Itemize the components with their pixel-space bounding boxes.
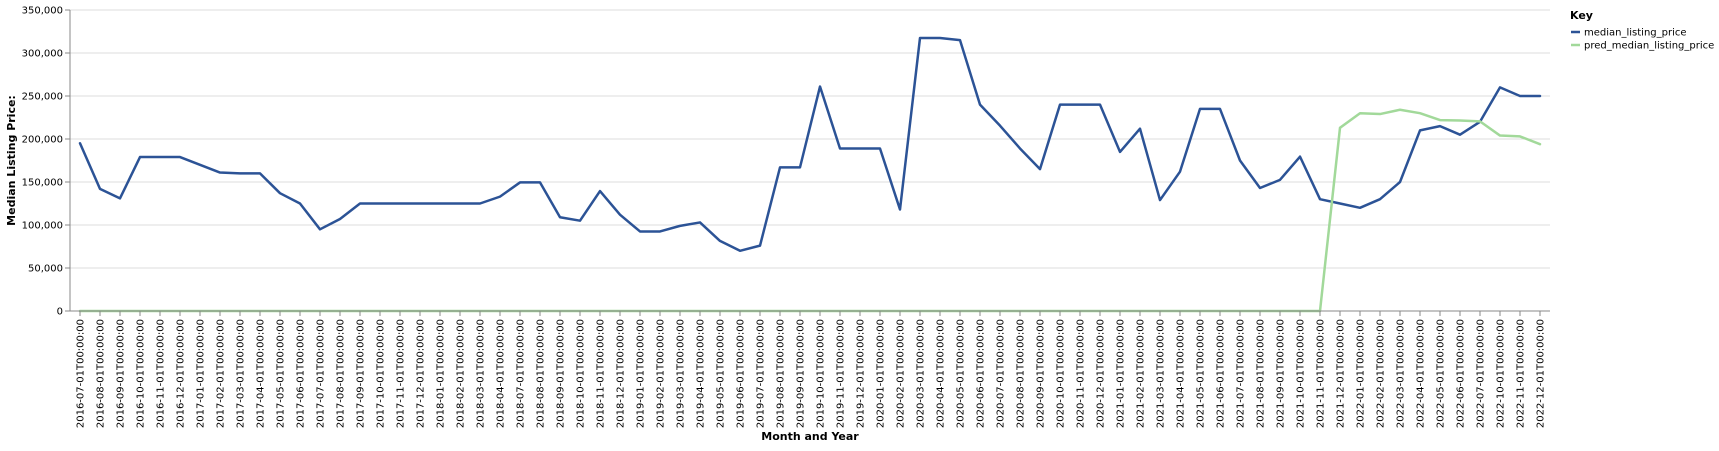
legend-items: median_listing_price pred_median_listing_…: [1571, 28, 1714, 52]
x-tick-label: 2016-07-01T00:00:00: [76, 319, 87, 428]
x-tick-label: 2018-03-01T00:00:00: [476, 319, 487, 428]
axes: [69, 10, 1550, 312]
x-tick-label: 2016-08-01T00:00:00: [96, 319, 107, 428]
y-tick-label: 150,000: [22, 178, 63, 189]
x-tick-label: 2017-06-01T00:00:00: [296, 319, 307, 428]
y-axis-ticks: 0 50,000 100,000 150,000 200,000 250,000 300,0…: [22, 6, 70, 318]
series-line-pred_median_listing_price: [78, 108, 1542, 313]
x-tick-label: 2022-12-01T00:00:00: [1536, 319, 1547, 428]
series-line-median_listing_price: [78, 36, 1542, 253]
y-tick-label: 300,000: [22, 49, 63, 60]
x-tick-label: 2020-03-01T00:00:00: [916, 319, 927, 428]
x-tick-label: 2019-02-01T00:00:00: [656, 319, 667, 428]
x-tick-label: 2020-10-01T00:00:00: [1056, 319, 1067, 428]
x-tick-label: 2018-01-01T00:00:00: [436, 319, 447, 428]
x-tick-label: 2019-05-01T00:00:00: [716, 319, 727, 428]
x-tick-label: 2020-06-01T00:00:00: [976, 319, 987, 428]
x-tick-label: 2021-07-01T00:00:00: [1236, 319, 1247, 428]
x-tick-label: 2022-06-01T00:00:00: [1456, 319, 1467, 428]
x-tick-label: 2017-07-01T00:00:00: [316, 319, 327, 428]
x-tick-label: 2017-11-01T00:00:00: [396, 319, 407, 428]
x-tick-label: 2019-12-01T00:00:00: [856, 319, 867, 428]
y-tick-label: 200,000: [22, 135, 63, 146]
x-tick-label: 2020-05-01T00:00:00: [956, 319, 967, 428]
x-tick-label: 2021-01-01T00:00:00: [1116, 319, 1127, 428]
x-tick-label: 2019-10-01T00:00:00: [816, 319, 827, 428]
x-tick-label: 2021-08-01T00:00:00: [1256, 319, 1267, 428]
x-tick-label: 2022-05-01T00:00:00: [1436, 319, 1447, 428]
legend: Key median_listing_price pred_median_list…: [1570, 9, 1714, 52]
x-tick-label: 2016-09-01T00:00:00: [116, 319, 127, 428]
x-tick-label: 2022-01-01T00:00:00: [1356, 319, 1367, 428]
x-tick-label: 2020-01-01T00:00:00: [876, 319, 887, 428]
x-tick-label: 2017-04-01T00:00:00: [256, 319, 267, 428]
x-tick-label: 2020-07-01T00:00:00: [996, 319, 1007, 428]
x-tick-label: 2021-10-01T00:00:00: [1296, 319, 1307, 428]
x-tick-label: 2017-02-01T00:00:00: [216, 319, 227, 428]
x-tick-label: 2022-04-01T00:00:00: [1416, 319, 1427, 428]
x-tick-label: 2021-02-01T00:00:00: [1136, 319, 1147, 428]
y-tick-label: 50,000: [28, 264, 63, 275]
x-tick-label: 2017-09-01T00:00:00: [356, 319, 367, 428]
x-tick-label: 2021-09-01T00:00:00: [1276, 319, 1287, 428]
x-tick-label: 2019-01-01T00:00:00: [636, 319, 647, 428]
gridlines: [70, 9, 1550, 312]
y-tick-label: 100,000: [22, 221, 63, 232]
x-tick-label: 2021-11-01T00:00:00: [1316, 319, 1327, 428]
x-tick-label: 2017-10-01T00:00:00: [376, 319, 387, 428]
x-tick-label: 2019-04-01T00:00:00: [696, 319, 707, 428]
x-tick-label: 2019-09-01T00:00:00: [796, 319, 807, 428]
x-tick-label: 2018-11-01T00:00:00: [596, 319, 607, 428]
x-tick-label: 2017-03-01T00:00:00: [236, 319, 247, 428]
x-tick-label: 2021-03-01T00:00:00: [1156, 319, 1167, 428]
x-tick-label: 2020-09-01T00:00:00: [1036, 319, 1047, 428]
x-axis-ticks: 2016-07-01T00:00:00 2016-08-01T00:00:00 20…: [76, 311, 1547, 428]
x-tick-label: 2016-11-01T00:00:00: [156, 319, 167, 428]
x-tick-label: 2020-12-01T00:00:00: [1096, 319, 1107, 428]
y-axis-title: Median Listing Price:: [5, 95, 18, 226]
x-tick-label: 2022-03-01T00:00:00: [1396, 319, 1407, 428]
x-tick-label: 2022-10-01T00:00:00: [1496, 319, 1507, 428]
x-tick-label: 2022-07-01T00:00:00: [1476, 319, 1487, 428]
x-tick-label: 2018-12-01T00:00:00: [616, 319, 627, 428]
x-tick-label: 2016-12-01T00:00:00: [176, 319, 187, 428]
y-tick-label: 0: [57, 307, 63, 318]
x-tick-label: 2017-08-01T00:00:00: [336, 319, 347, 428]
legend-title: Key: [1570, 9, 1593, 22]
x-tick-label: 2021-06-01T00:00:00: [1216, 319, 1227, 428]
x-tick-label: 2018-10-01T00:00:00: [576, 319, 587, 428]
x-axis-title: Month and Year: [761, 430, 859, 443]
x-tick-label: 2020-04-01T00:00:00: [936, 319, 947, 428]
x-tick-label: 2017-01-01T00:00:00: [196, 319, 207, 428]
x-tick-label: 2019-03-01T00:00:00: [676, 319, 687, 428]
legend-label-median_listing_price: median_listing_price: [1584, 28, 1687, 39]
x-tick-label: 2017-12-01T00:00:00: [416, 319, 427, 428]
y-tick-label: 250,000: [22, 92, 63, 103]
series-lines: [78, 36, 1542, 313]
x-tick-label: 2019-11-01T00:00:00: [836, 319, 847, 428]
x-tick-label: 2021-12-01T00:00:00: [1336, 319, 1347, 428]
x-tick-label: 2019-06-01T00:00:00: [736, 319, 747, 428]
x-tick-label: 2018-02-01T00:00:00: [456, 319, 467, 428]
x-tick-label: 2018-04-01T00:00:00: [496, 319, 507, 428]
x-tick-label: 2021-05-01T00:00:00: [1196, 319, 1207, 428]
legend-label-pred_median_listing_price: pred_median_listing_price: [1584, 41, 1714, 52]
y-tick-label: 350,000: [22, 6, 63, 17]
x-tick-label: 2018-08-01T00:00:00: [536, 319, 547, 428]
x-tick-label: 2022-02-01T00:00:00: [1376, 319, 1387, 428]
x-tick-label: 2020-08-01T00:00:00: [1016, 319, 1027, 428]
x-tick-label: 2020-02-01T00:00:00: [896, 319, 907, 428]
x-tick-label: 2017-05-01T00:00:00: [276, 319, 287, 428]
x-tick-label: 2018-07-01T00:00:00: [516, 319, 527, 428]
x-tick-label: 2018-09-01T00:00:00: [556, 319, 567, 428]
x-tick-label: 2022-11-01T00:00:00: [1516, 319, 1527, 428]
x-tick-label: 2019-07-01T00:00:00: [756, 319, 767, 428]
x-tick-label: 2020-11-01T00:00:00: [1076, 319, 1087, 428]
x-tick-label: 2019-08-01T00:00:00: [776, 319, 787, 428]
x-tick-label: 2016-10-01T00:00:00: [136, 319, 147, 428]
x-tick-label: 2021-04-01T00:00:00: [1176, 319, 1187, 428]
